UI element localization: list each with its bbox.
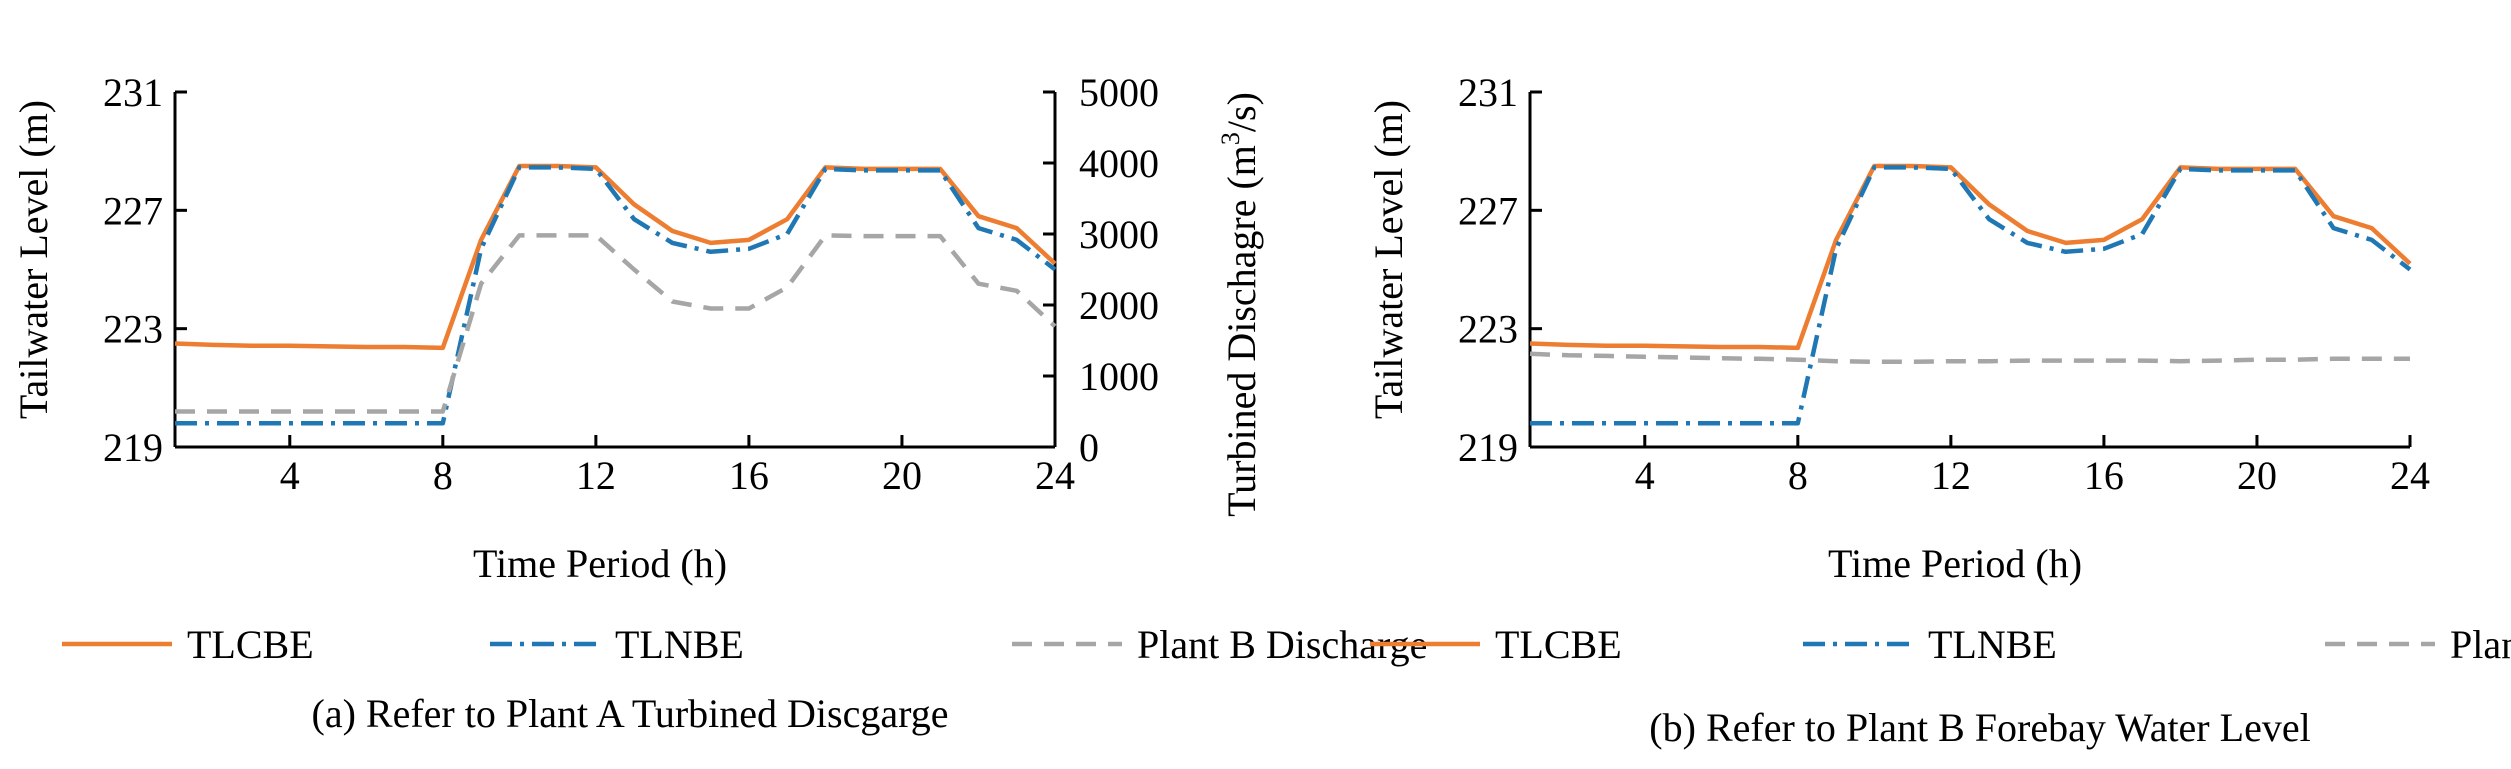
y2-tick-label: 5000 xyxy=(1079,70,1159,115)
x-tick-label: 12 xyxy=(576,453,616,498)
x-tick-label: 8 xyxy=(433,453,453,498)
y-tick-label: 223 xyxy=(1458,307,1518,352)
x-tick-label: 24 xyxy=(1035,453,1075,498)
y-axis-label: Tailwater Level (m) xyxy=(11,100,56,419)
legend-label: TLCBE xyxy=(187,622,314,667)
panel-caption: (b) Refer to Plant B Forebay Water Level xyxy=(1649,705,2310,750)
series-line-tlnbe xyxy=(175,165,1057,426)
x-axis-label: Time Period (h) xyxy=(473,541,727,586)
panel-caption: (a) Refer to Plant A Turbined Discgarge xyxy=(312,691,949,736)
x-tick-label: 4 xyxy=(280,453,300,498)
y-tick-label: 227 xyxy=(1458,188,1518,233)
series-line-tlnbe xyxy=(1530,165,2412,426)
y2-tick-label: 0 xyxy=(1079,425,1099,470)
chart-panel-a: 219 223 227 231 0 1000 2000 3000 4000 5000 4 8 12 16 2… xyxy=(11,70,1427,736)
x-tick-label: 20 xyxy=(882,453,922,498)
x-tick-label: 16 xyxy=(2084,453,2124,498)
y-tick-label: 231 xyxy=(103,70,163,115)
chart-panel-b: 219 223 227 231 4 8 12 16 20 24 Time Period (h) Tai… xyxy=(1366,70,2511,750)
y2-tick-label: 1000 xyxy=(1079,354,1159,399)
legend-label: Plant B Water Level xyxy=(2450,622,2511,667)
legend-label: TLNBE xyxy=(1928,622,2057,667)
y2-tick-label: 2000 xyxy=(1079,283,1159,328)
x-tick-label: 24 xyxy=(2390,453,2430,498)
y-tick-label: 219 xyxy=(1458,425,1518,470)
y2-tick-label: 4000 xyxy=(1079,141,1159,186)
y-tick-label: 219 xyxy=(103,425,163,470)
y-axis-label: Tailwater Level (m) xyxy=(1366,100,1411,419)
x-tick-label: 16 xyxy=(729,453,769,498)
y2-axis-label: Turbined Dischagre (m3/s) xyxy=(1216,92,1264,517)
y-tick-label: 223 xyxy=(103,307,163,352)
x-tick-label: 20 xyxy=(2237,453,2277,498)
x-tick-label: 8 xyxy=(1788,453,1808,498)
x-axis-label: Time Period (h) xyxy=(1828,541,2082,586)
x-tick-label: 4 xyxy=(1635,453,1655,498)
y-tick-label: 227 xyxy=(103,188,163,233)
y-tick-label: 231 xyxy=(1458,70,1518,115)
x-tick-label: 12 xyxy=(1931,453,1971,498)
series-line-plant-b-water-level xyxy=(1529,351,2410,365)
legend-label: TLCBE xyxy=(1495,622,1622,667)
legend-label: TLNBE xyxy=(615,622,744,667)
series-line-plant-b-discharge xyxy=(175,233,1057,414)
y2-tick-label: 3000 xyxy=(1079,212,1159,257)
